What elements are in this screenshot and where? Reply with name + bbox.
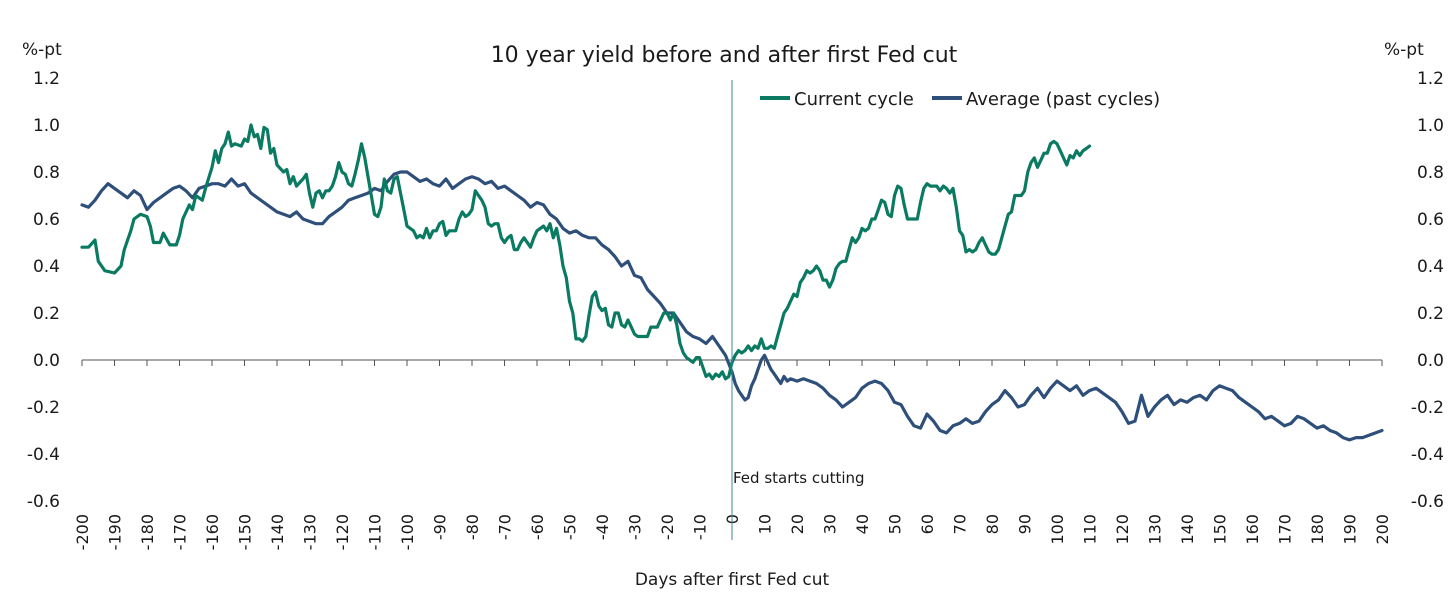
x-tick-label: -130	[301, 514, 320, 550]
y-tick-label-right: 0.4	[1417, 257, 1444, 277]
y-tick-label-left: -0.4	[27, 445, 60, 465]
x-tick-label: 90	[1016, 514, 1035, 534]
y-axis-label-right: %-pt	[1384, 40, 1424, 60]
x-tick-label: 60	[918, 514, 937, 534]
x-tick-label: 180	[1308, 514, 1327, 545]
x-axis: -200 -190 -180 -170 -160 -150 -140 -130 -120 -110…	[73, 359, 1392, 550]
x-tick-label: 10	[756, 514, 775, 534]
x-tick-label: 20	[788, 514, 807, 534]
x-tick-label: 30	[821, 514, 840, 534]
x-axis-label: Days after first Fed cut	[635, 570, 830, 590]
y-tick-label-right: 0.0	[1417, 351, 1444, 371]
x-tick-label: 190	[1341, 514, 1360, 545]
x-tick-label: 150	[1211, 514, 1230, 545]
x-tick-label: 130	[1146, 514, 1165, 545]
x-tick-label: -10	[691, 514, 710, 540]
y-tick-label-right: 0.8	[1417, 163, 1444, 183]
series-layer	[80, 123, 1384, 442]
annotation-layer: Fed starts cutting	[731, 80, 865, 540]
series-line-current-cycle	[80, 123, 1092, 381]
y-tick-label-right: 1.0	[1417, 116, 1444, 136]
legend-label: Average (past cycles)	[966, 89, 1160, 110]
series-line-average-past-cycles	[80, 170, 1384, 442]
y-tick-label-left: 1.2	[33, 69, 60, 89]
x-tick-label: -70	[496, 514, 515, 540]
legend-label: Current cycle	[794, 89, 914, 110]
x-tick-label: 200	[1373, 514, 1392, 545]
x-tick-label: 160	[1243, 514, 1262, 545]
x-tick-label: 40	[853, 514, 872, 534]
x-tick-label: 50	[886, 514, 905, 534]
y-tick-label-left: 0.8	[33, 163, 60, 183]
x-tick-label: -60	[528, 514, 547, 540]
x-tick-label: -100	[398, 514, 417, 550]
y-tick-label-left: 0.6	[33, 210, 60, 230]
x-tick-label: 110	[1081, 514, 1100, 545]
y-axis-label-left: %-pt	[22, 40, 62, 60]
y-tick-label-left: 0.0	[33, 351, 60, 371]
x-tick-label: 120	[1113, 514, 1132, 545]
x-tick-label: 80	[983, 514, 1002, 534]
y-tick-labels-right: -0.6 -0.4 -0.2 0.0 0.2 0.4 0.6 0.8 1.0 1.2	[1411, 69, 1444, 512]
x-tick-label: 100	[1048, 514, 1067, 545]
x-tick-label: -20	[658, 514, 677, 540]
y-tick-label-right: -0.2	[1411, 398, 1444, 418]
x-tick-label: 140	[1178, 514, 1197, 545]
y-tick-label-left: 0.2	[33, 304, 60, 324]
x-tick-label: -170	[171, 514, 190, 550]
x-tick-label: -140	[268, 514, 287, 550]
x-tick-label: -190	[106, 514, 125, 550]
y-tick-labels-left: -0.6 -0.4 -0.2 0.0 0.2 0.4 0.6 0.8 1.0 1.2	[27, 69, 60, 512]
y-tick-label-right: 0.2	[1417, 304, 1444, 324]
y-tick-label-left: -0.2	[27, 398, 60, 418]
x-tick-label: -50	[561, 514, 580, 540]
x-tick-label: -200	[73, 514, 92, 550]
y-tick-label-left: -0.6	[27, 492, 60, 512]
legend: Current cycle Average (past cycles)	[760, 89, 1160, 110]
x-tick-label: -120	[333, 514, 352, 550]
y-tick-label-right: 0.6	[1417, 210, 1444, 230]
chart-title: 10 year yield before and after first Fed…	[491, 43, 958, 68]
y-tick-label-left: 1.0	[33, 116, 60, 136]
x-tick-label: -110	[366, 514, 385, 550]
x-tick-label: -30	[626, 514, 645, 540]
fed-cut-annotation: Fed starts cutting	[733, 469, 865, 487]
x-tick-label: -40	[593, 514, 612, 540]
x-tick-label: -150	[236, 514, 255, 550]
y-tick-label-right: -0.6	[1411, 492, 1444, 512]
x-tick-label: -90	[431, 514, 450, 540]
x-tick-label: 70	[951, 514, 970, 534]
x-tick-label: 170	[1276, 514, 1295, 545]
y-tick-label-left: 0.4	[33, 257, 60, 277]
y-tick-label-right: 1.2	[1417, 69, 1444, 89]
x-tick-label: -80	[463, 514, 482, 540]
x-tick-label: -160	[203, 514, 222, 550]
y-tick-label-right: -0.4	[1411, 445, 1444, 465]
x-tick-label: -180	[138, 514, 157, 550]
